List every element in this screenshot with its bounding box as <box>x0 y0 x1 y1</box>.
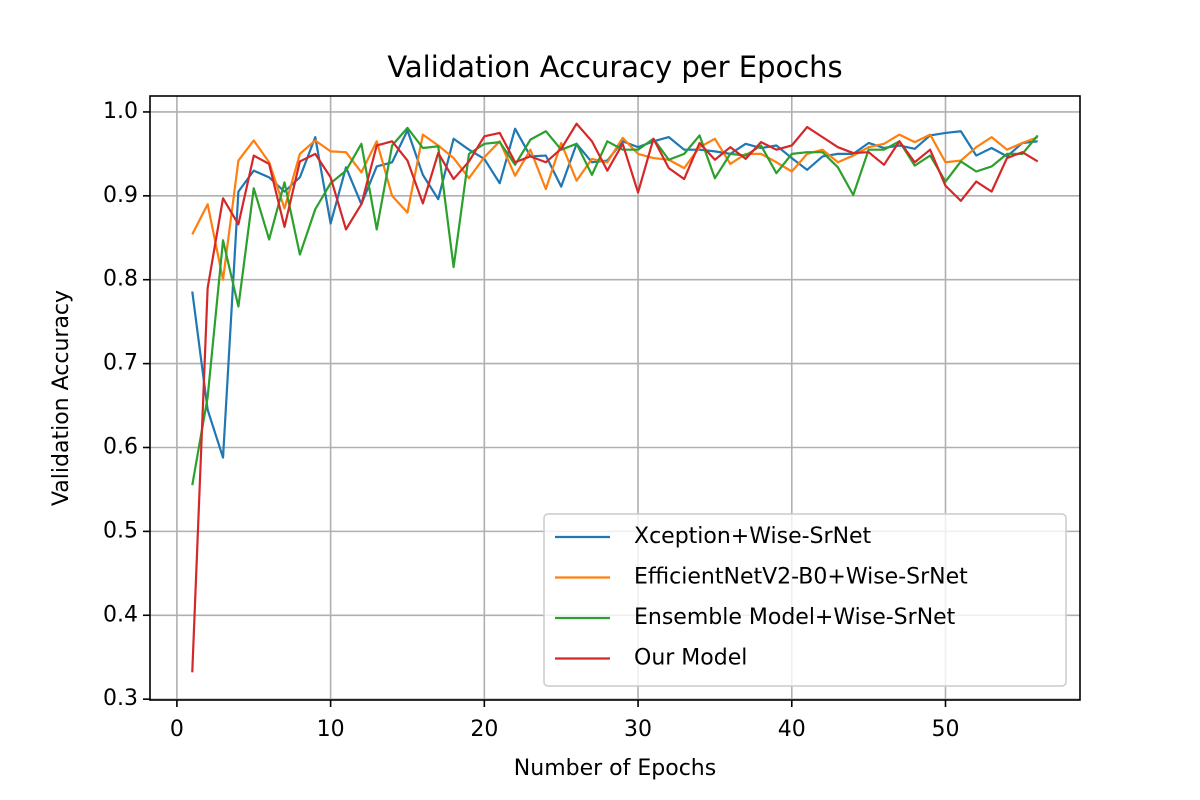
plot-frame <box>149 95 1081 701</box>
series-line <box>191 126 1039 486</box>
legend-label: Ensemble Model+Wise-SrNet <box>634 605 956 630</box>
y-tick-label: 0.7 <box>103 351 138 376</box>
x-axis-label: Number of Epochs <box>514 756 716 781</box>
series-line <box>191 122 1039 673</box>
y-tick-label: 0.6 <box>103 434 138 459</box>
x-tick-label: 40 <box>778 717 806 742</box>
series-line <box>191 133 1039 281</box>
y-tick-label: 0.9 <box>103 183 138 208</box>
x-tick-label: 30 <box>624 717 652 742</box>
legend-box <box>543 513 1067 687</box>
chart-title: Validation Accuracy per Epochs <box>387 50 842 84</box>
legend-label: Our Model <box>634 646 747 671</box>
y-axis-label: Validation Accuracy <box>49 290 74 506</box>
y-tick-label: 0.4 <box>103 602 138 627</box>
y-tick-label: 0.8 <box>103 267 138 292</box>
y-tick-label: 0.5 <box>103 518 138 543</box>
lines <box>191 122 1039 673</box>
x-tick-label: 50 <box>931 717 959 742</box>
x-tick-label: 20 <box>470 717 498 742</box>
legend: Xception+Wise-SrNet EfficientNetV2-B0+Wis… <box>543 513 1067 687</box>
legend-label: EfficientNetV2-B0+Wise-SrNet <box>634 565 968 590</box>
grid <box>150 96 1080 700</box>
x-tick-label: 10 <box>317 717 345 742</box>
x-tick-label: 0 <box>170 717 184 742</box>
y-tick-label: 1.0 <box>103 99 138 124</box>
legend-label: Xception+Wise-SrNet <box>634 524 872 549</box>
y-tick-label: 0.3 <box>103 686 138 711</box>
